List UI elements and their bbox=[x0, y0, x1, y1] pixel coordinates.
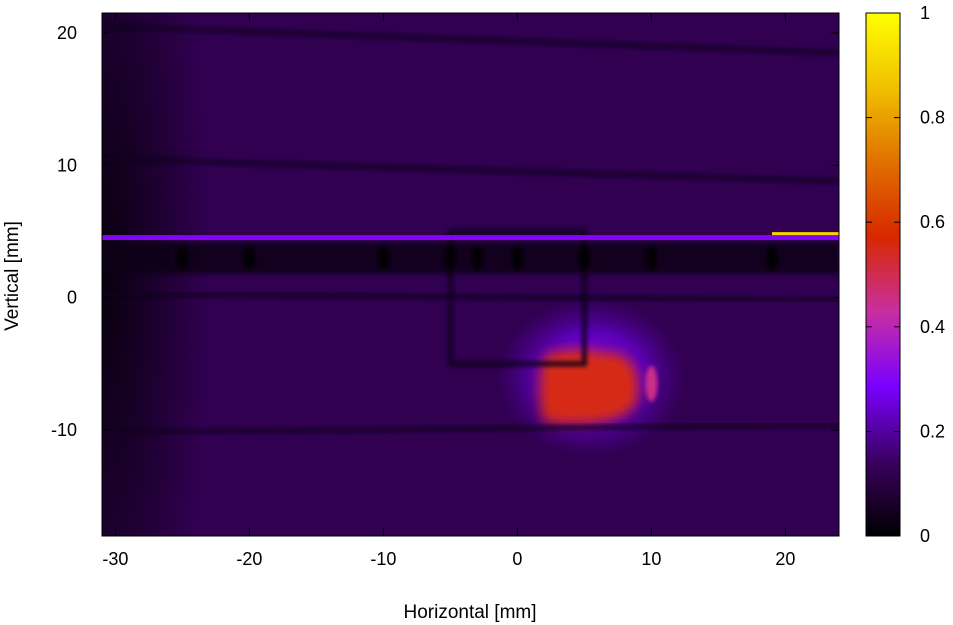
wire-node bbox=[645, 245, 658, 270]
y-axis-title: Vertical [mm] bbox=[2, 221, 23, 331]
beam-spot-core bbox=[539, 349, 639, 424]
x-tick-label: 20 bbox=[775, 549, 795, 569]
horizontal-wire bbox=[102, 24, 839, 55]
axis-ticks bbox=[102, 13, 839, 536]
horizontal-wire bbox=[102, 291, 839, 303]
colorbar-tick-label: 1 bbox=[920, 3, 930, 23]
heatmap-background bbox=[102, 13, 839, 536]
wire-node bbox=[471, 245, 484, 270]
x-tick-label: -20 bbox=[236, 549, 262, 569]
colorbar-tick-label: 0.4 bbox=[920, 317, 945, 337]
wire-node bbox=[377, 245, 390, 270]
y-tick-label: -10 bbox=[51, 420, 77, 440]
shadow-band bbox=[102, 242, 839, 274]
x-tick-labels: -30 -20 -10 0 10 20 bbox=[102, 549, 795, 569]
hot-segment bbox=[772, 232, 839, 236]
colorbar-tick-label: 0.6 bbox=[920, 212, 945, 232]
wire-node bbox=[176, 245, 189, 270]
horizontal-wire bbox=[102, 422, 839, 435]
x-tick-label: 0 bbox=[512, 549, 522, 569]
y-tick-label: 10 bbox=[57, 155, 77, 175]
dark-edge-region bbox=[102, 13, 210, 536]
bright-line bbox=[102, 235, 839, 241]
plot-frame bbox=[101, 12, 840, 537]
x-tick-label: -10 bbox=[370, 549, 396, 569]
x-tick-label: -30 bbox=[102, 549, 128, 569]
colorbar-tick-label: 0 bbox=[920, 526, 930, 546]
wire-node bbox=[578, 245, 591, 270]
wire-node bbox=[766, 245, 778, 270]
wire-node bbox=[243, 245, 256, 270]
colorbar-tick-label: 0.8 bbox=[920, 108, 945, 128]
plot-area bbox=[102, 13, 839, 536]
wire-node bbox=[511, 245, 524, 270]
target-frame bbox=[447, 228, 587, 367]
colorbar bbox=[865, 12, 901, 537]
y-tick-labels: -10 0 10 20 bbox=[51, 23, 77, 440]
colorbar-tick-label: 0.2 bbox=[920, 421, 945, 441]
colorbar-labels: 0 0.2 0.4 0.6 0.8 1 bbox=[920, 3, 945, 546]
x-axis-title: Horizontal [mm] bbox=[403, 602, 536, 623]
wire-node bbox=[444, 245, 457, 270]
horizontal-wire bbox=[102, 156, 839, 184]
x-tick-label: 10 bbox=[641, 549, 661, 569]
y-tick-label: 20 bbox=[57, 23, 77, 43]
colorbar-ticks bbox=[866, 12, 900, 537]
y-tick-label: 0 bbox=[67, 288, 77, 308]
